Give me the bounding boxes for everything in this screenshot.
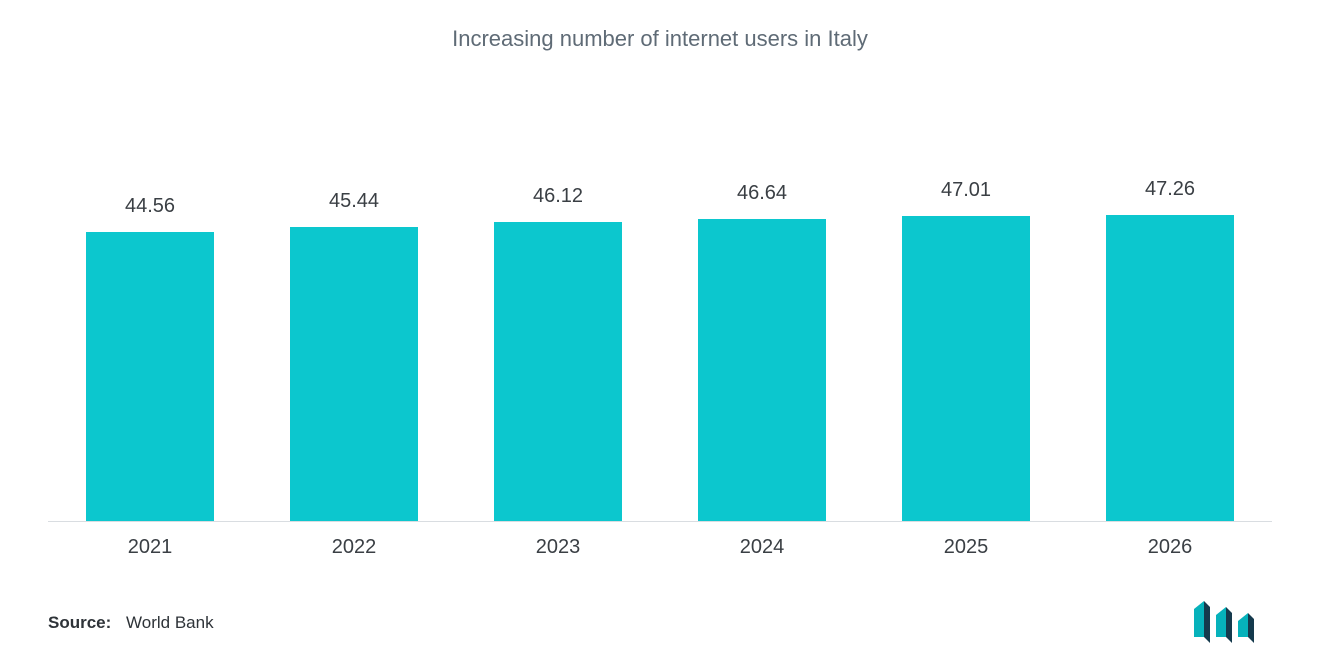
value-label: 44.56 xyxy=(125,195,175,218)
x-tick-label: 2022 xyxy=(252,536,456,559)
value-label: 47.26 xyxy=(1145,178,1195,201)
source-value: World Bank xyxy=(126,613,214,632)
bar xyxy=(1106,215,1234,522)
logo-bar-3 xyxy=(1238,613,1248,637)
x-tick-label: 2026 xyxy=(1068,536,1272,559)
value-label: 46.64 xyxy=(737,182,787,205)
chart-title: Increasing number of internet users in I… xyxy=(48,26,1272,52)
logo-bar-3-shadow xyxy=(1248,613,1254,643)
x-tick-label: 2021 xyxy=(48,536,252,559)
bar-slot: 45.44 xyxy=(252,92,456,522)
logo-bar-1 xyxy=(1194,601,1204,637)
x-tick-label: 2024 xyxy=(660,536,864,559)
logo-bar-2 xyxy=(1216,607,1226,637)
bar xyxy=(698,219,826,522)
x-axis: 202120222023202420252026 xyxy=(48,536,1272,559)
value-label: 47.01 xyxy=(941,179,991,202)
chart-container: Increasing number of internet users in I… xyxy=(0,0,1320,665)
chart-footer: Source: World Bank xyxy=(48,601,1272,645)
bar xyxy=(902,216,1030,522)
bar-slot: 46.64 xyxy=(660,92,864,522)
bar-slot: 47.26 xyxy=(1068,92,1272,522)
bar xyxy=(290,227,418,522)
logo-bar-2-shadow xyxy=(1226,607,1232,643)
source-caption: Source: World Bank xyxy=(48,613,214,633)
logo-bar-1-shadow xyxy=(1204,601,1210,643)
source-label: Source: xyxy=(48,613,111,632)
plot-area: 44.56 45.44 46.12 46.64 47.01 47.26 xyxy=(48,92,1272,522)
brand-logo-icon xyxy=(1188,601,1272,645)
bar-slot: 47.01 xyxy=(864,92,1068,522)
value-label: 45.44 xyxy=(329,190,379,213)
bar-slot: 46.12 xyxy=(456,92,660,522)
bar xyxy=(86,232,214,522)
x-tick-label: 2025 xyxy=(864,536,1068,559)
bar xyxy=(494,222,622,522)
value-label: 46.12 xyxy=(533,185,583,208)
x-tick-label: 2023 xyxy=(456,536,660,559)
bar-slot: 44.56 xyxy=(48,92,252,522)
